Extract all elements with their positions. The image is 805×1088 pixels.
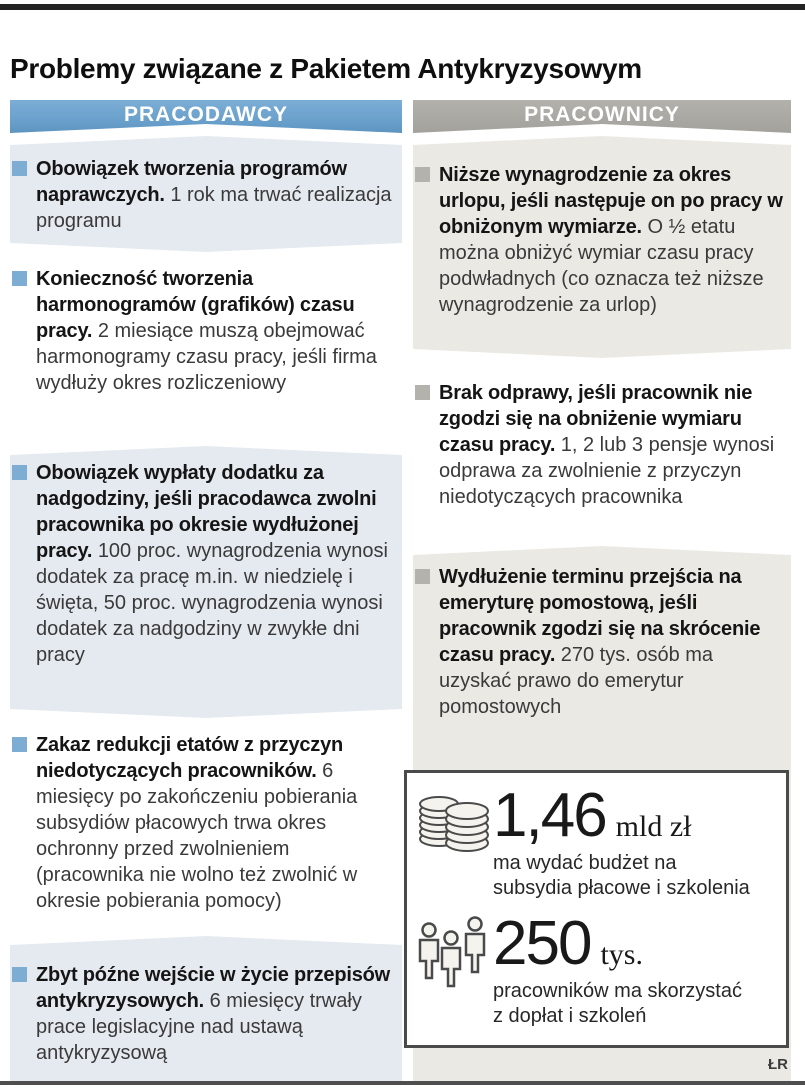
list-item: Obowiązek tworzenia programów naprawczyc… <box>10 156 402 234</box>
stat-budget: 1,46 mld zł ma wydać budżet na subsydia … <box>407 773 786 901</box>
card-pracodawcy-3: Obowiązek wypłaty dodatku za nadgodziny,… <box>10 446 402 718</box>
bullet-square-icon <box>12 161 27 176</box>
stat-workers-value: 250 <box>493 908 592 978</box>
item-body: 6 miesięcy po zakończeniu pobierania sub… <box>36 760 358 912</box>
item-lead: Brak odprawy, jeśli pracownik nie zgodzi… <box>439 382 753 456</box>
item-body: O ½ etatu można obniżyć wymiar czasu pra… <box>439 216 764 316</box>
people-icon <box>415 915 493 994</box>
item-lead: Zbyt późne wejście w życie przepisów ant… <box>36 964 391 1012</box>
card-pracodawcy-5: Zbyt późne wejście w życie przepisów ant… <box>10 936 402 1081</box>
stat-workers: 250 tys. pracowników ma skorzystać z dop… <box>407 901 786 1029</box>
bullet-square-icon <box>12 271 27 286</box>
bottom-rule <box>0 1081 805 1085</box>
stat-workers-unit: tys. <box>600 937 643 971</box>
item-body: 1, 2 lub 3 pensje wynosi odprawa za zwol… <box>439 434 775 508</box>
coins-icon <box>415 787 493 860</box>
item-body: 2 miesiące muszą obejmować harmonogramy … <box>36 320 377 394</box>
item-lead: Obowiązek tworzenia programów naprawczyc… <box>36 158 347 206</box>
item-lead: Obowiązek wypłaty dodatku za nadgodziny,… <box>36 462 377 562</box>
item-body: 1 rok ma trwać realizacja programu <box>36 184 392 232</box>
list-item: Zakaz redukcji etatów z przyczyn niedoty… <box>10 732 402 914</box>
item-lead: Konieczność tworzenia harmonogramów (gra… <box>36 268 355 342</box>
list-item: Zbyt późne wejście w życie przepisów ant… <box>10 962 402 1066</box>
item-body: 6 miesięcy trwały prace legislacyjne nad… <box>36 990 362 1064</box>
stats-box: 1,46 mld zł ma wydać budżet na subsydia … <box>404 770 789 1048</box>
list-item: Wydłużenie terminu przejścia na emerytur… <box>413 564 791 720</box>
card-pracodawcy-4: Zakaz redukcji etatów z przyczyn niedoty… <box>10 720 402 934</box>
bullet-square-icon <box>415 385 430 400</box>
bullet-square-icon <box>12 737 27 752</box>
stat-budget-unit: mld zł <box>615 810 692 843</box>
bullet-square-icon <box>12 967 27 982</box>
top-rule <box>0 4 805 10</box>
stat-budget-content: 1,46 mld zł ma wydać budżet na subsydia … <box>493 781 755 901</box>
stat-budget-value: 1,46 <box>493 781 608 850</box>
bullet-square-icon <box>415 167 430 182</box>
author-credit: ŁR <box>768 1056 788 1073</box>
list-item: Brak odprawy, jeśli pracownik nie zgodzi… <box>413 380 791 510</box>
item-lead: Niższe wynagrodzenie za okres urlopu, je… <box>439 164 783 238</box>
card-pracownicy-1: Niższe wynagrodzenie za okres urlopu, je… <box>413 136 791 358</box>
header-pracodawcy: PRACODAWCY <box>10 100 402 133</box>
card-pracodawcy-1: Obowiązek tworzenia programów naprawczyc… <box>10 136 402 252</box>
stat-workers-desc: pracowników ma skorzystać z dopłat i szk… <box>493 979 742 1027</box>
list-item: Obowiązek wypłaty dodatku za nadgodziny,… <box>10 460 402 668</box>
item-body: 100 proc. wynagrodzenia wynosi dodatek z… <box>36 540 388 666</box>
card-pracodawcy-2: Konieczność tworzenia harmonogramów (gra… <box>10 254 402 444</box>
item-lead: Zakaz redukcji etatów z przyczyn niedoty… <box>36 734 344 782</box>
list-item: Niższe wynagrodzenie za okres urlopu, je… <box>413 162 791 318</box>
item-lead: Wydłużenie terminu przejścia na emerytur… <box>439 566 761 666</box>
page-title: Problemy związane z Pakietem Antykryzyso… <box>10 52 642 84</box>
list-item: Konieczność tworzenia harmonogramów (gra… <box>10 266 402 396</box>
item-body: 270 tys. osób ma uzyskać prawo do emeryt… <box>439 644 714 718</box>
stat-budget-desc: ma wydać budżet na subsydia płacowe i sz… <box>493 851 750 899</box>
bullet-square-icon <box>12 465 27 480</box>
card-pracownicy-2: Brak odprawy, jeśli pracownik nie zgodzi… <box>413 360 791 544</box>
stat-workers-content: 250 tys. pracowników ma skorzystać z dop… <box>493 908 745 1029</box>
bullet-square-icon <box>415 569 430 584</box>
header-pracownicy: PRACOWNICY <box>413 100 791 133</box>
